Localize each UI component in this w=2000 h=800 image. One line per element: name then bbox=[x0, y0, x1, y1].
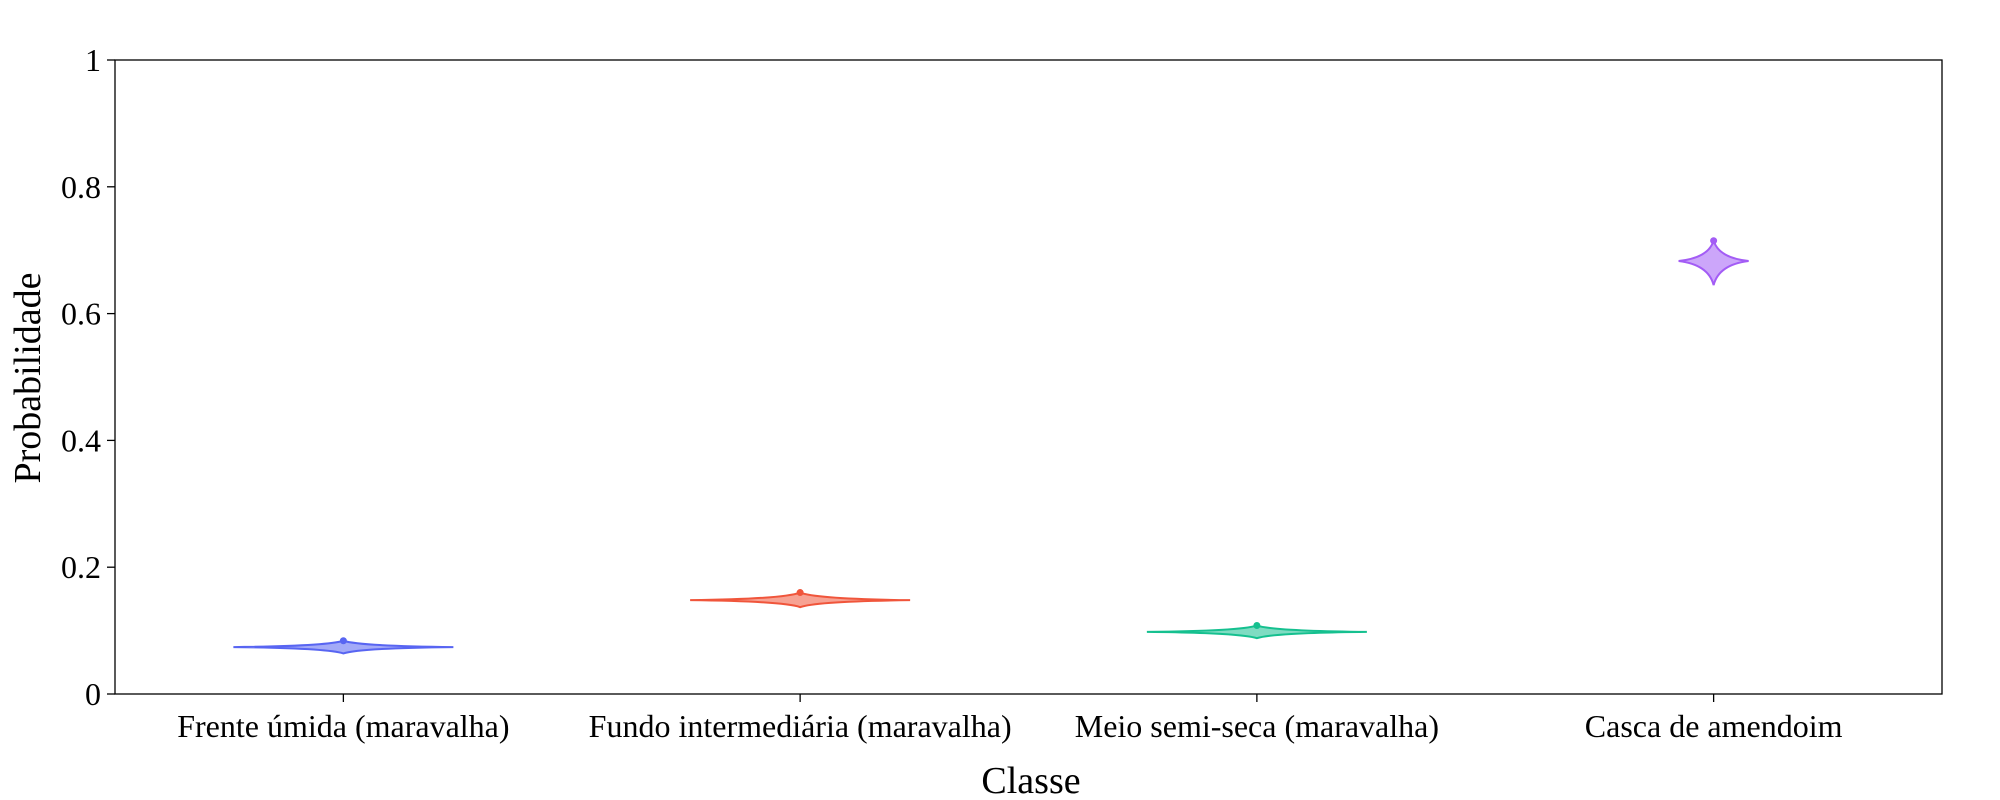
x-tick-label: Meio semi-seca (maravalha) bbox=[1075, 708, 1439, 744]
violin-0 bbox=[233, 637, 454, 655]
y-tick-label: 0.2 bbox=[61, 549, 101, 585]
x-tick-label: Fundo intermediária (maravalha) bbox=[589, 708, 1012, 744]
violin-body bbox=[690, 591, 911, 609]
violin-body bbox=[1678, 237, 1749, 286]
violin-body bbox=[1146, 624, 1367, 640]
violins bbox=[233, 237, 1749, 655]
violin-max-point bbox=[1710, 237, 1718, 245]
plot-frame bbox=[114, 59, 1943, 695]
x-axis: Frente úmida (maravalha) Fundo intermediá… bbox=[177, 694, 1843, 744]
violin-max-point bbox=[1253, 622, 1261, 630]
y-axis-title: Probabilidade bbox=[7, 272, 49, 483]
y-axis: 0 0.2 0.4 0.6 0.8 1 bbox=[61, 42, 115, 712]
y-tick-label: 0 bbox=[85, 676, 101, 712]
plot-area bbox=[114, 59, 1943, 695]
y-tick-label: 0.8 bbox=[61, 169, 101, 205]
violin-body bbox=[233, 639, 454, 655]
x-axis-title: Classe bbox=[981, 760, 1080, 800]
y-tick-label: 0.6 bbox=[61, 296, 101, 332]
violin-max-point bbox=[339, 637, 347, 645]
x-tick-label: Casca de amendoim bbox=[1585, 708, 1843, 744]
violin-max-point bbox=[796, 589, 804, 597]
y-tick-label: 0.4 bbox=[61, 422, 101, 458]
violin-3 bbox=[1678, 237, 1749, 286]
x-tick-label: Frente úmida (maravalha) bbox=[177, 708, 509, 744]
violin-2 bbox=[1146, 622, 1367, 640]
violin-1 bbox=[690, 589, 911, 609]
y-tick-label: 1 bbox=[85, 42, 101, 78]
